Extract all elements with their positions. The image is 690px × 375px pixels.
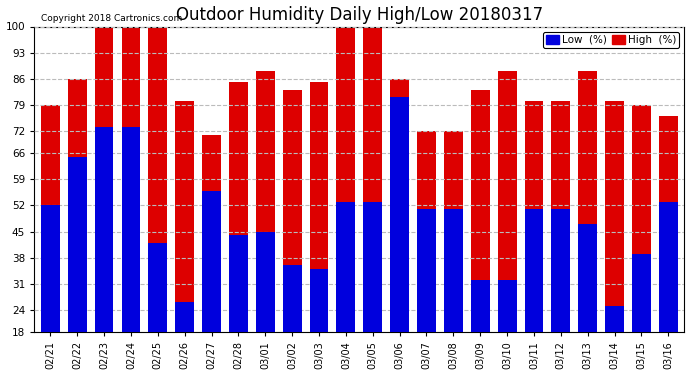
Bar <box>202 135 221 332</box>
Bar <box>471 90 490 332</box>
Bar <box>68 79 87 332</box>
Bar <box>256 232 275 332</box>
Bar <box>41 206 60 332</box>
Bar <box>41 105 60 332</box>
Bar <box>337 27 355 332</box>
Bar <box>337 202 355 332</box>
Bar <box>121 27 140 332</box>
Bar <box>524 101 544 332</box>
Bar <box>605 101 624 332</box>
Bar <box>95 127 113 332</box>
Bar <box>256 71 275 332</box>
Bar <box>551 209 570 332</box>
Bar <box>551 101 570 332</box>
Bar <box>229 236 248 332</box>
Bar <box>497 280 517 332</box>
Bar <box>578 224 597 332</box>
Bar <box>632 105 651 332</box>
Bar <box>95 27 113 332</box>
Bar <box>202 190 221 332</box>
Bar <box>68 157 87 332</box>
Bar <box>417 209 436 332</box>
Bar <box>121 127 140 332</box>
Bar <box>229 82 248 332</box>
Bar <box>444 131 463 332</box>
Bar <box>391 98 409 332</box>
Bar <box>310 82 328 332</box>
Legend: Low  (%), High  (%): Low (%), High (%) <box>543 32 679 48</box>
Bar <box>175 101 194 332</box>
Bar <box>497 71 517 332</box>
Bar <box>524 209 544 332</box>
Bar <box>417 131 436 332</box>
Bar <box>391 79 409 332</box>
Bar <box>283 265 302 332</box>
Bar <box>310 269 328 332</box>
Bar <box>632 254 651 332</box>
Bar <box>605 306 624 332</box>
Bar <box>364 27 382 332</box>
Bar <box>148 27 167 332</box>
Bar <box>364 202 382 332</box>
Bar <box>659 116 678 332</box>
Bar <box>444 209 463 332</box>
Bar <box>175 303 194 332</box>
Bar <box>578 71 597 332</box>
Bar <box>283 90 302 332</box>
Title: Outdoor Humidity Daily High/Low 20180317: Outdoor Humidity Daily High/Low 20180317 <box>176 6 543 24</box>
Bar <box>148 243 167 332</box>
Bar <box>659 202 678 332</box>
Text: Copyright 2018 Cartronics.com: Copyright 2018 Cartronics.com <box>41 15 182 24</box>
Bar <box>471 280 490 332</box>
